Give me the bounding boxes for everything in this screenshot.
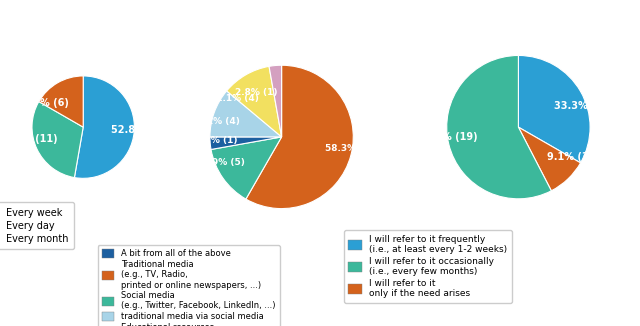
Wedge shape xyxy=(518,127,580,191)
Text: 33.3% (11): 33.3% (11) xyxy=(554,101,614,111)
Wedge shape xyxy=(211,137,282,199)
Text: 2.8% (1): 2.8% (1) xyxy=(195,136,237,145)
Wedge shape xyxy=(210,137,282,149)
Text: 52.8% (19): 52.8% (19) xyxy=(111,125,171,135)
Wedge shape xyxy=(227,67,282,137)
Wedge shape xyxy=(447,55,551,199)
Legend: A bit from all of the above, Traditional media
(e.g., TV, Radio,
printed or onli: A bit from all of the above, Traditional… xyxy=(98,245,280,326)
Text: 13.9% (5): 13.9% (5) xyxy=(196,158,245,167)
Text: 2.8% (1): 2.8% (1) xyxy=(235,88,278,97)
Text: 58.3% (21): 58.3% (21) xyxy=(324,144,380,153)
Wedge shape xyxy=(518,55,590,163)
Text: 11.1% (4): 11.1% (4) xyxy=(211,94,259,103)
Text: 57.6% (19): 57.6% (19) xyxy=(419,132,478,142)
Text: 9.1% (3): 9.1% (3) xyxy=(547,152,593,162)
Wedge shape xyxy=(210,91,282,137)
Text: 11.1% (4): 11.1% (4) xyxy=(191,117,240,126)
Legend: I will refer to it frequently
(i.e., at least every 1-2 weeks), I will refer to : I will refer to it frequently (i.e., at … xyxy=(344,230,511,303)
Wedge shape xyxy=(74,76,134,178)
Wedge shape xyxy=(246,65,353,209)
Legend: Every week, Every day, Every month: Every week, Every day, Every month xyxy=(0,202,74,249)
Wedge shape xyxy=(39,76,83,127)
Wedge shape xyxy=(269,65,282,137)
Text: 16.7% (6): 16.7% (6) xyxy=(16,98,69,108)
Text: 30.6% (11): 30.6% (11) xyxy=(0,134,58,144)
Wedge shape xyxy=(32,102,83,178)
